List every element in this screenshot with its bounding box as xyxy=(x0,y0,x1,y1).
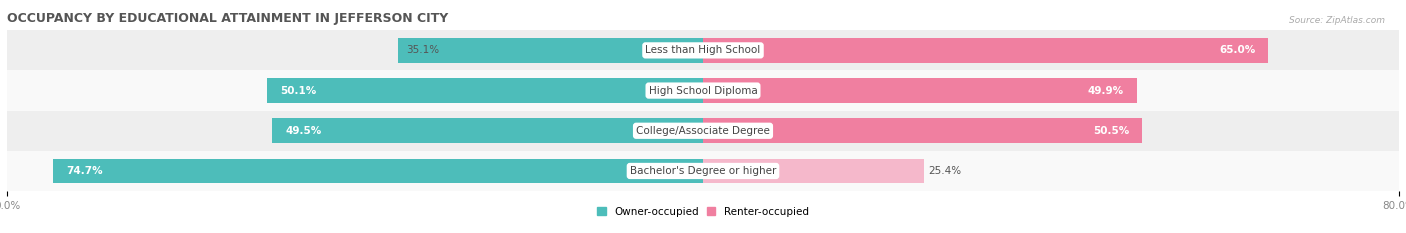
Text: Bachelor's Degree or higher: Bachelor's Degree or higher xyxy=(630,166,776,176)
Bar xyxy=(703,158,924,183)
Legend: Owner-occupied, Renter-occupied: Owner-occupied, Renter-occupied xyxy=(593,203,813,221)
Text: 49.5%: 49.5% xyxy=(285,126,322,136)
Text: Less than High School: Less than High School xyxy=(645,45,761,55)
Text: 65.0%: 65.0% xyxy=(1219,45,1256,55)
Bar xyxy=(7,111,1399,151)
Bar xyxy=(703,78,1137,103)
Text: 74.7%: 74.7% xyxy=(66,166,103,176)
Bar xyxy=(7,30,1399,71)
Text: 50.5%: 50.5% xyxy=(1092,126,1129,136)
Text: High School Diploma: High School Diploma xyxy=(648,86,758,96)
Text: 35.1%: 35.1% xyxy=(406,45,440,55)
Bar xyxy=(267,78,703,103)
Text: College/Associate Degree: College/Associate Degree xyxy=(636,126,770,136)
Bar xyxy=(7,151,1399,191)
Bar xyxy=(398,38,703,63)
Bar xyxy=(7,71,1399,111)
Bar xyxy=(53,158,703,183)
Text: 25.4%: 25.4% xyxy=(928,166,962,176)
Bar xyxy=(273,118,703,143)
Bar xyxy=(703,38,1268,63)
Bar xyxy=(703,118,1142,143)
Text: 49.9%: 49.9% xyxy=(1088,86,1123,96)
Text: OCCUPANCY BY EDUCATIONAL ATTAINMENT IN JEFFERSON CITY: OCCUPANCY BY EDUCATIONAL ATTAINMENT IN J… xyxy=(7,12,449,25)
Text: 50.1%: 50.1% xyxy=(280,86,316,96)
Text: Source: ZipAtlas.com: Source: ZipAtlas.com xyxy=(1289,16,1385,25)
